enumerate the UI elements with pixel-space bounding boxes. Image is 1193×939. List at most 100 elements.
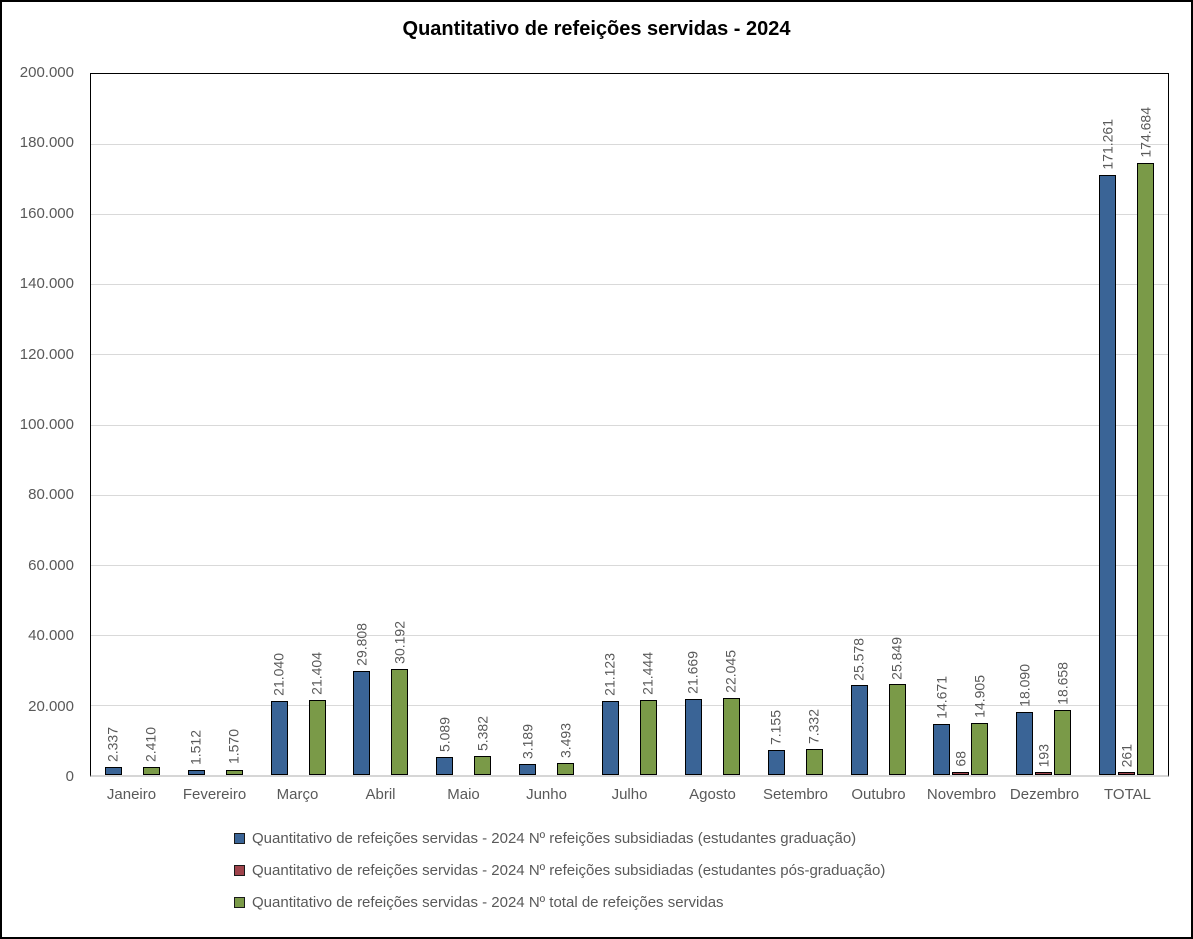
bar-series-2 (1118, 772, 1136, 775)
bar-series-3 (557, 762, 575, 775)
bar-value-label: 7.155 (767, 709, 784, 745)
bar-series-1 (601, 700, 619, 775)
bar-group-novembro: 14.671 68 14.905 (919, 74, 1002, 775)
bar-slot: 14.671 (933, 74, 951, 775)
bar-slot: 21.444 (639, 74, 657, 775)
bar-slot: 18.090 (1016, 74, 1034, 775)
bar-group-outubro: 25.578 25.849 (837, 74, 920, 775)
y-tick-label: 160.000 (19, 204, 74, 222)
bar-slot: 21.123 (601, 74, 619, 775)
bar-value-label: 1.512 (187, 729, 204, 765)
plot-area: 2.337 2.410 1.512 1.570 21.040 21.404 29.808 30… (90, 73, 1169, 777)
bar-slot: 5.089 (436, 74, 454, 775)
x-category-label: Janeiro (106, 786, 157, 803)
bar-value-label: 22.045 (722, 649, 739, 693)
legend-label: Quantitativo de refeições servidas - 202… (252, 830, 857, 847)
bar-slot (207, 74, 224, 775)
bar-series-3 (308, 699, 326, 775)
x-category-label: Outubro (851, 786, 906, 803)
bar-slot: 1.570 (225, 74, 243, 775)
gridline (91, 494, 1168, 496)
bar-group-julho: 21.123 21.444 (588, 74, 671, 775)
bar-slot (538, 74, 555, 775)
bar-group-janeiro: 2.337 2.410 (91, 74, 174, 775)
bar-slot: 14.905 (971, 74, 989, 775)
gridline (91, 424, 1168, 426)
bar-slot: 2.337 (104, 74, 122, 775)
bar-slot: 5.382 (474, 74, 492, 775)
x-category-label: Dezembro (1009, 786, 1080, 803)
gridline (91, 144, 1168, 146)
bar-group-março: 21.040 21.404 (257, 74, 340, 775)
legend-item-1: Quantitativo de refeições servidas - 202… (234, 830, 885, 847)
x-category-label: TOTAL (1104, 786, 1151, 803)
gridline (91, 354, 1168, 356)
legend-marker-icon (234, 833, 245, 844)
bar-slot (704, 74, 721, 775)
bar-value-label: 21.669 (684, 651, 701, 695)
gridline (91, 564, 1168, 566)
bar-series-1 (436, 757, 454, 775)
bar-slot: 261 (1118, 74, 1136, 775)
x-category-label: Julho (611, 786, 648, 803)
bar-slot (455, 74, 472, 775)
x-category-label: Maio (447, 786, 480, 803)
bar-slot: 25.849 (888, 74, 906, 775)
x-category-label: Fevereiro (182, 786, 247, 803)
x-category-label: Junho (526, 786, 567, 803)
y-tick-label: 80.000 (28, 486, 74, 504)
legend-marker-icon (234, 897, 245, 908)
bar-value-label: 5.089 (436, 717, 453, 753)
y-tick-label: 100.000 (19, 416, 74, 433)
bar-slot (124, 74, 141, 775)
bar-value-label: 30.192 (391, 621, 408, 665)
bar-series-1 (767, 749, 785, 775)
bar-slot: 3.493 (557, 74, 575, 775)
bar-value-label: 18.658 (1054, 661, 1071, 705)
bar-value-label: 3.493 (557, 722, 574, 758)
bar-group-maio: 5.089 5.382 (422, 74, 505, 775)
bar-group-dezembro: 18.090 193 18.658 (1002, 74, 1085, 775)
x-category-label: Abril (365, 786, 396, 803)
bar-value-label: 193 (1035, 743, 1052, 767)
bar-slot (870, 74, 887, 775)
legend-marker-icon (234, 865, 245, 876)
y-tick-label: 140.000 (19, 275, 74, 293)
bar-value-label: 25.849 (888, 636, 905, 680)
x-category-label: Setembro (762, 786, 829, 803)
bar-group-abril: 29.808 30.192 (340, 74, 423, 775)
bar-series-3 (1137, 162, 1155, 775)
bar-value-label: 14.671 (933, 675, 950, 719)
bar-series-2 (1035, 772, 1053, 775)
bar-value-label: 2.337 (104, 726, 121, 762)
legend: Quantitativo de refeições servidas - 202… (234, 830, 885, 911)
bar-series-3 (888, 684, 906, 775)
bar-series-1 (270, 701, 288, 775)
bar-slot: 21.040 (270, 74, 288, 775)
y-tick-label: 120.000 (19, 345, 74, 363)
bar-slot: 25.578 (850, 74, 868, 775)
legend-label: Quantitativo de refeições servidas - 202… (252, 894, 724, 911)
bar-slot: 174.684 (1137, 74, 1155, 775)
bar-group-fevereiro: 1.512 1.570 (174, 74, 257, 775)
bar-series-3 (474, 756, 492, 775)
bar-slot: 2.410 (142, 74, 160, 775)
bar-value-label: 171.261 (1099, 119, 1116, 170)
bar-value-label: 3.189 (519, 723, 536, 759)
y-axis: 0 20.000 40.000 60.000 80.000 100.000 120.000 1… (2, 65, 82, 785)
bar-series-3 (1054, 709, 1072, 775)
bar-value-label: 174.684 (1137, 107, 1154, 158)
y-tick-label: 60.000 (28, 556, 74, 574)
bar-series-3 (805, 749, 823, 775)
bar-series-1 (850, 685, 868, 775)
bar-slot (372, 74, 389, 775)
bar-group-total: 171.261 261 174.684 (1085, 74, 1168, 775)
y-tick-label: 180.000 (19, 134, 74, 152)
chart-title: Quantitativo de refeições servidas - 202… (402, 18, 791, 40)
bar-value-label: 2.410 (142, 726, 159, 762)
bar-slot: 193 (1035, 74, 1053, 775)
bar-group-setembro: 7.155 7.332 (754, 74, 837, 775)
bar-series-1 (933, 723, 951, 775)
gridline (91, 214, 1168, 216)
